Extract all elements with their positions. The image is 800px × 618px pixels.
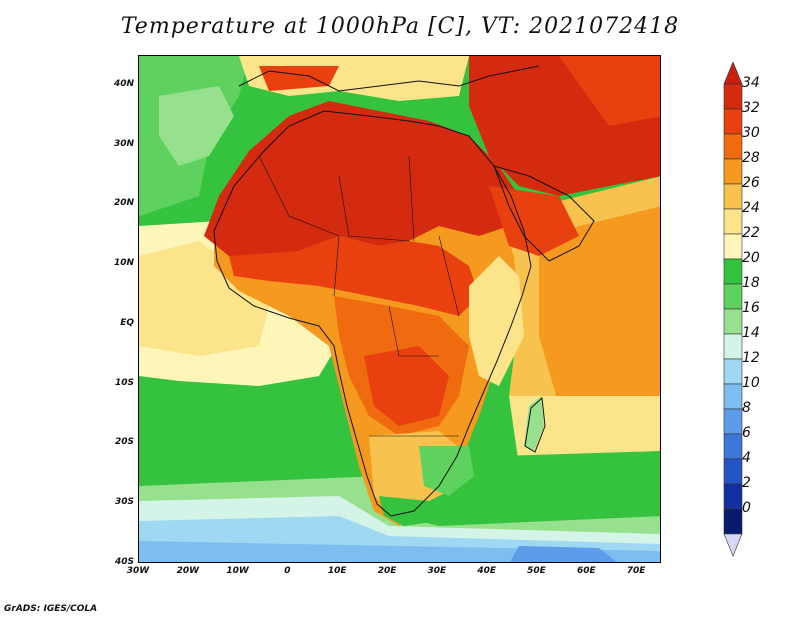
iran-zone: [559, 56, 660, 126]
southern-africa-cool-zone: [419, 446, 474, 496]
colorbar-label-2: 2: [742, 475, 751, 491]
colorbar-segment: [723, 83, 743, 110]
colorbar-segment: [723, 383, 743, 410]
colorbar-segment: [723, 233, 743, 260]
indian-ocean-subtropical-zone: [509, 396, 660, 466]
sahel-zone: [229, 236, 479, 316]
lon-label-60e: 60E: [576, 566, 596, 576]
colorbar-label-32: 32: [742, 100, 760, 116]
arabia-coastline: [493, 165, 595, 262]
lon-label-30w: 30W: [126, 566, 150, 576]
map-title: Temperature at 1000hPa [C], VT: 20210724…: [120, 14, 680, 39]
lon-label-20e: 20E: [377, 566, 397, 576]
lon-label-70e: 70E: [626, 566, 646, 576]
colorbar-segment: [723, 258, 743, 285]
colorbar-segment: [723, 208, 743, 235]
colorbar-segment: [723, 183, 743, 210]
lon-label-10e: 10E: [327, 566, 347, 576]
indian-ocean-south-zone: [499, 451, 660, 516]
colorbar-label-16: 16: [742, 300, 760, 316]
lat-label-10n: 10N: [113, 258, 134, 269]
lat-label-40s: 40S: [114, 557, 134, 567]
lon-label-30e: 30E: [427, 566, 447, 576]
sahara-hot-zone: [204, 101, 519, 256]
arabia-zone: [489, 186, 579, 256]
colorbar-label-8: 8: [742, 400, 751, 416]
colorbar-label-10: 10: [742, 375, 760, 391]
congo-hot-zone: [364, 346, 449, 426]
lon-label-10w: 10W: [226, 566, 249, 576]
colorbar-segment: [723, 333, 743, 360]
colorbar-label-28: 28: [742, 150, 760, 166]
colorbar-label-18: 18: [742, 275, 760, 291]
colorbar: [723, 62, 743, 557]
colorbar-label-4: 4: [742, 450, 751, 466]
country-borders: [258, 155, 460, 437]
temperature-map: [138, 55, 661, 563]
colorbar-label-26: 26: [742, 175, 760, 191]
colorbar-label-20: 20: [742, 250, 760, 266]
colorbar-segment: [723, 508, 743, 535]
lon-label-40e: 40E: [477, 566, 496, 576]
colorbar-segment: [723, 358, 743, 385]
colorbar-bottom-arrow: [723, 533, 743, 557]
colorbar-label-14: 14: [742, 325, 760, 341]
colorbar-label-0: 0: [742, 500, 751, 516]
lon-label-20w: 20W: [176, 566, 200, 576]
south-atlantic-zone: [139, 386, 379, 486]
colorbar-label-24: 24: [742, 200, 760, 216]
lon-label-0: 0: [284, 566, 291, 576]
colorbar-label-6: 6: [742, 425, 751, 441]
colorbar-segment: [723, 408, 743, 435]
madagascar-coastline: [524, 396, 546, 453]
colorbar-segment: [723, 483, 743, 510]
colorbar-segment: [723, 108, 743, 135]
lat-label-40n: 40N: [113, 78, 134, 89]
lat-label-20s: 20S: [114, 437, 134, 448]
colorbar-segment: [723, 458, 743, 485]
temperature-field: [139, 56, 660, 562]
cold-patch-south-east: [510, 546, 617, 562]
europe-coastline: [238, 65, 540, 92]
colorbar-segment: [723, 308, 743, 335]
horn-of-africa-zone: [469, 256, 524, 386]
africa-coastline: [213, 110, 532, 517]
arabian-sea-zone: [539, 206, 660, 406]
colorbar-label-30: 30: [742, 125, 760, 141]
colorbar-segment: [723, 158, 743, 185]
lat-label-20n: 20N: [113, 198, 134, 209]
colorbar-label-22: 22: [742, 225, 760, 241]
madagascar-zone: [524, 396, 544, 451]
colorbar-label-34: 34: [742, 75, 760, 91]
colorbar-segment: [723, 433, 743, 460]
colorbar-segment: [723, 133, 743, 160]
lat-label-10s: 10S: [114, 377, 134, 388]
lon-label-50e: 50E: [527, 566, 546, 576]
colorbar-top-arrow: [723, 62, 743, 85]
lat-label-eq: EQ: [120, 317, 134, 328]
colorbar-segment: [723, 283, 743, 310]
lat-label-30s: 30S: [114, 497, 134, 508]
cape-zone: [379, 496, 439, 526]
grads-credit: GrADS: IGES/COLA: [4, 604, 98, 614]
canary-current-zone: [159, 86, 234, 166]
colorbar-label-12: 12: [742, 350, 760, 366]
lat-label-30n: 30N: [113, 138, 134, 149]
